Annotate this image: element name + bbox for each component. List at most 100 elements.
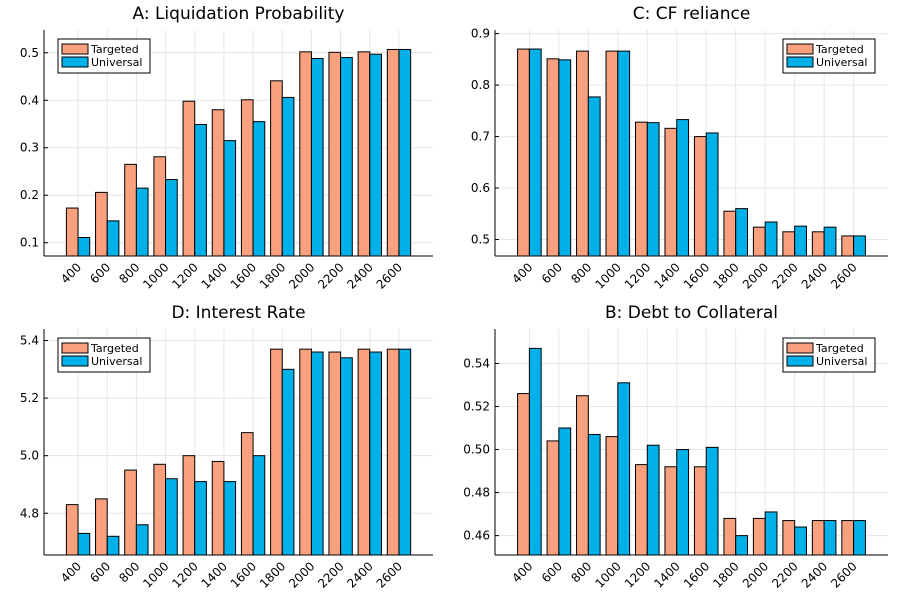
bar-universal-2600 xyxy=(853,520,866,556)
bar-universal-2600 xyxy=(398,48,412,257)
bar-universal-1000 xyxy=(617,50,631,257)
x-tick-label: 1400 xyxy=(651,260,682,291)
bar-universal-1400 xyxy=(676,449,690,556)
bar-universal-2600 xyxy=(398,348,412,556)
x-tick-label: 400 xyxy=(58,559,84,585)
bar-universal-1800 xyxy=(281,368,295,556)
bar-targeted-1000 xyxy=(605,50,619,257)
bar-targeted-1600 xyxy=(240,432,254,556)
bar-targeted-1400 xyxy=(211,109,225,257)
x-tick-label: 1000 xyxy=(592,260,623,291)
legend-label-targeted: Targeted xyxy=(815,342,864,355)
bar-targeted-1200 xyxy=(182,455,196,556)
x-tick-label: 2400 xyxy=(344,559,375,590)
legend-label-targeted: Targeted xyxy=(90,43,139,56)
x-tick-label: 2200 xyxy=(315,260,346,291)
x-tick-label: 1000 xyxy=(140,559,171,590)
bar-universal-1400 xyxy=(676,119,690,257)
bar-targeted-2200 xyxy=(782,520,796,556)
x-tick-label: 1200 xyxy=(622,559,653,590)
x-tick-label: 400 xyxy=(509,559,535,585)
bar-universal-400 xyxy=(77,532,91,556)
bar-targeted-2200 xyxy=(328,351,342,556)
x-tick-label: 2200 xyxy=(315,559,346,590)
bar-universal-1600 xyxy=(252,121,266,257)
y-tick-label: 0.4 xyxy=(20,93,39,107)
bar-targeted-1400 xyxy=(211,460,225,556)
chart-panel-4: 0.46 0.48 0.50 0.52 0.54 400 600 80010001200140… xyxy=(463,303,888,591)
x-tick-label: 1200 xyxy=(169,260,200,291)
bar-universal-1800 xyxy=(735,208,749,257)
legend-swatch-universal xyxy=(61,355,89,367)
bar-universal-1600 xyxy=(252,455,266,556)
bar-targeted-2600 xyxy=(386,348,400,556)
legend-swatch-targeted xyxy=(786,342,814,354)
bar-targeted-2000 xyxy=(299,348,312,556)
bar-targeted-400 xyxy=(517,393,530,556)
bar-universal-800 xyxy=(587,96,601,257)
bar-universal-1000 xyxy=(617,382,631,556)
chart-title: A: Liquidation Probability xyxy=(133,4,345,24)
y-tick-label: 0.52 xyxy=(463,399,490,413)
x-tick-label: 800 xyxy=(568,260,594,286)
y-tick-label: 0.5 xyxy=(20,46,39,60)
bar-targeted-2000 xyxy=(299,51,312,257)
x-tick-label: 2600 xyxy=(828,260,859,291)
bar-universal-2000 xyxy=(764,221,778,257)
y-tick-label: 0.1 xyxy=(20,236,39,250)
y-tick-label: 0.54 xyxy=(463,356,490,370)
bar-universal-800 xyxy=(587,433,601,556)
bar-targeted-1200 xyxy=(634,121,648,257)
bar-targeted-1600 xyxy=(693,136,707,257)
x-tick-label: 1400 xyxy=(199,559,230,590)
bar-universal-600 xyxy=(558,59,572,257)
bar-targeted-1200 xyxy=(634,464,648,556)
bar-targeted-1800 xyxy=(270,348,283,556)
bar-universal-1600 xyxy=(705,446,719,556)
y-tick-label: 5.0 xyxy=(20,449,39,463)
x-tick-label: 1800 xyxy=(710,260,741,291)
bar-universal-2200 xyxy=(794,225,807,257)
bar-targeted-1800 xyxy=(723,517,737,556)
x-tick-label: 400 xyxy=(58,260,84,286)
bar-universal-1400 xyxy=(223,140,237,257)
x-tick-label: 1400 xyxy=(199,260,230,291)
bar-targeted-2200 xyxy=(328,51,342,257)
bar-targeted-1000 xyxy=(605,436,619,556)
bar-universal-1400 xyxy=(223,481,237,556)
bar-universal-800 xyxy=(135,524,149,556)
y-tick-label: 4.8 xyxy=(20,506,39,520)
x-tick-label: 2400 xyxy=(799,559,830,590)
chart-panel-1: 0.1 0.2 0.3 0.4 0.5 400 600 8001000120014001600… xyxy=(20,4,433,292)
bar-universal-1600 xyxy=(705,132,719,257)
chart-title: C: CF reliance xyxy=(633,4,751,24)
y-tick-label: 0.2 xyxy=(20,188,39,202)
y-tick-label: 0.7 xyxy=(471,130,490,144)
y-tick-label: 0.6 xyxy=(471,181,490,195)
bar-universal-1200 xyxy=(194,123,207,257)
x-tick-label: 1000 xyxy=(140,260,171,291)
x-tick-label: 1800 xyxy=(710,559,741,590)
x-tick-label: 1400 xyxy=(651,559,682,590)
bar-universal-2400 xyxy=(823,520,837,556)
x-tick-label: 2000 xyxy=(740,260,771,291)
bar-targeted-2400 xyxy=(811,520,825,556)
bar-universal-1200 xyxy=(646,122,660,257)
bar-targeted-400 xyxy=(517,48,530,257)
legend-label-universal: Universal xyxy=(816,355,867,368)
x-tick-label: 1600 xyxy=(681,559,712,590)
x-tick-label: 2600 xyxy=(374,260,405,291)
bar-universal-400 xyxy=(528,48,542,257)
bar-targeted-1800 xyxy=(723,210,737,257)
bar-universal-1800 xyxy=(735,535,749,556)
x-tick-label: 600 xyxy=(87,260,113,286)
bar-targeted-800 xyxy=(576,395,589,556)
legend-label-targeted: Targeted xyxy=(90,342,139,355)
bar-targeted-400 xyxy=(65,504,79,556)
y-tick-label: 0.46 xyxy=(463,529,490,543)
x-tick-label: 800 xyxy=(568,559,594,585)
bar-universal-2600 xyxy=(853,235,866,257)
legend-label-universal: Universal xyxy=(91,355,142,368)
